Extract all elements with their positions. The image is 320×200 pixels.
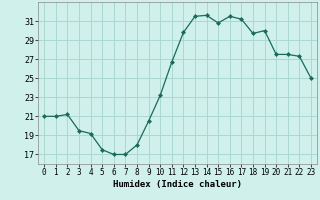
X-axis label: Humidex (Indice chaleur): Humidex (Indice chaleur) (113, 180, 242, 189)
